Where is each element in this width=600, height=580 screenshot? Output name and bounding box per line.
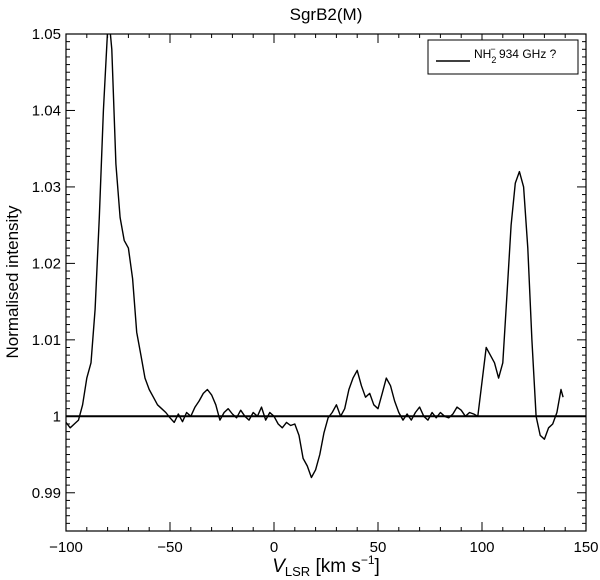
y-tick-label: 1.03 xyxy=(32,179,61,196)
y-tick-label: 1.01 xyxy=(32,332,61,349)
x-tick-label: 0 xyxy=(270,539,278,556)
x-axis-label-sub: LSR xyxy=(285,564,310,579)
x-tick-label: −100 xyxy=(49,539,83,556)
legend-label-sub: 2 xyxy=(491,55,496,65)
series-line-0 xyxy=(66,34,564,479)
y-tick-label: 0.99 xyxy=(32,485,61,502)
axis-tick-labels: −100 −50 0 50 100 150 0.99 1 1.01 1.02 1.03 1.04 1.0… xyxy=(32,26,599,556)
x-tick-label: 50 xyxy=(370,539,387,556)
plot-frame xyxy=(65,33,587,532)
series-group xyxy=(66,34,564,479)
legend-box xyxy=(427,39,579,75)
y-tick-label: 1.04 xyxy=(32,102,61,119)
x-tick-label: 150 xyxy=(573,539,598,556)
y-tick-label: 1.02 xyxy=(32,255,61,272)
axis-ticks xyxy=(65,33,587,532)
legend-label: NH2− 934 GHz ? xyxy=(474,44,557,65)
x-axis-label: VLSR [km s−1] xyxy=(272,553,380,579)
legend-label-sup: − xyxy=(490,44,495,54)
legend-label-rest: 934 GHz ? xyxy=(496,47,557,61)
x-axis-label-unit-sup: −1 xyxy=(361,553,375,567)
x-tick-label: −50 xyxy=(157,539,182,556)
y-axis-label: Normalised intensity xyxy=(3,205,22,359)
y-tick-label: 1 xyxy=(53,408,61,425)
x-tick-label: 100 xyxy=(469,539,494,556)
x-axis-label-unit-close: ] xyxy=(375,556,380,577)
x-axis-label-unit-open: [km s xyxy=(310,556,361,577)
x-axis-label-main: V xyxy=(272,556,287,577)
y-tick-label: 1.05 xyxy=(32,26,61,43)
legend-label-main: NH xyxy=(474,47,491,61)
chart-title: SgrB2(M) xyxy=(290,5,363,24)
legend: NH2− 934 GHz ? xyxy=(427,39,579,75)
